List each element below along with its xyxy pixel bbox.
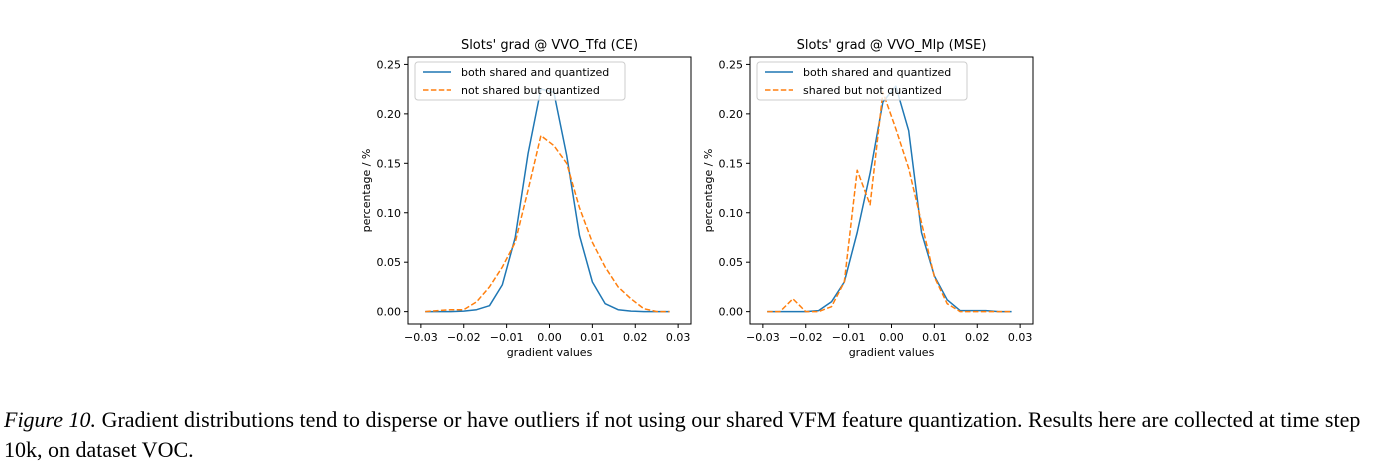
y-axis-label: percentage / % — [360, 149, 373, 233]
chart-title: Slots' grad @ VVO_Mlp (MSE) — [797, 38, 987, 53]
legend-label-2: shared but not quantized — [803, 84, 942, 97]
chart-title: Slots' grad @ VVO_Tfd (CE) — [461, 38, 638, 53]
chart-panel-1: Slots' grad @ VVO_Tfd (CE) −0.03 −0.02 −0.0… — [360, 38, 692, 359]
x-axis-label: gradient values — [849, 346, 935, 359]
figure-caption: Figure 10. Gradient distributions tend t… — [4, 405, 1396, 465]
x-tick-label: −0.01 — [832, 331, 866, 344]
y-tick-label: 0.10 — [719, 207, 744, 220]
x-tick-label: 0.02 — [623, 331, 648, 344]
x-tick-label: 0.00 — [879, 331, 904, 344]
y-tick-label: 0.20 — [719, 108, 744, 121]
x-tick-label: 0.02 — [965, 331, 990, 344]
legend-label-2: not shared but quantized — [461, 84, 600, 97]
x-tick-label: −0.01 — [490, 331, 524, 344]
y-tick-label: 0.15 — [377, 157, 402, 170]
x-tick-label: 0.01 — [922, 331, 947, 344]
plot-frame — [407, 56, 692, 325]
legend-box — [756, 61, 968, 101]
y-tick-label: 0.05 — [377, 256, 402, 269]
x-tick-label: 0.03 — [1008, 331, 1033, 344]
legend-box — [414, 61, 626, 101]
x-tick-label: −0.03 — [404, 331, 438, 344]
y-tick-label: 0.25 — [719, 58, 744, 71]
caption-label: Figure 10. — [4, 407, 97, 432]
y-tick-label: 0.15 — [719, 157, 744, 170]
series-line-1 — [425, 88, 670, 313]
x-tick-label: 0.03 — [666, 331, 691, 344]
x-tick-label: 0.01 — [580, 331, 605, 344]
caption-text: Gradient distributions tend to disperse … — [4, 407, 1361, 462]
y-tick-label: 0.25 — [377, 58, 402, 71]
x-tick-label: −0.03 — [746, 331, 780, 344]
x-tick-label: −0.02 — [789, 331, 823, 344]
chart-panel-2: Slots' grad @ VVO_Mlp (MSE) −0.03 −0.02 −0.… — [702, 38, 1034, 359]
y-tick-label: 0.10 — [377, 207, 402, 220]
plot-frame — [749, 56, 1034, 325]
series-line-2 — [767, 91, 1012, 313]
figure: Slots' grad @ VVO_Tfd (CE) −0.03 −0.02 −0.0… — [360, 38, 1034, 359]
y-axis-label: percentage / % — [702, 149, 715, 233]
x-tick-label: −0.02 — [447, 331, 481, 344]
y-tick-label: 0.05 — [719, 256, 744, 269]
series-line-1 — [767, 85, 1012, 313]
x-axis-label: gradient values — [507, 346, 593, 359]
y-tick-label: 0.00 — [719, 306, 744, 319]
x-tick-label: 0.00 — [537, 331, 562, 344]
y-tick-label: 0.00 — [377, 306, 402, 319]
legend-label-1: both shared and quantized — [803, 66, 951, 79]
y-tick-label: 0.20 — [377, 108, 402, 121]
legend-label-1: both shared and quantized — [461, 66, 609, 79]
series-line-2 — [425, 134, 670, 313]
